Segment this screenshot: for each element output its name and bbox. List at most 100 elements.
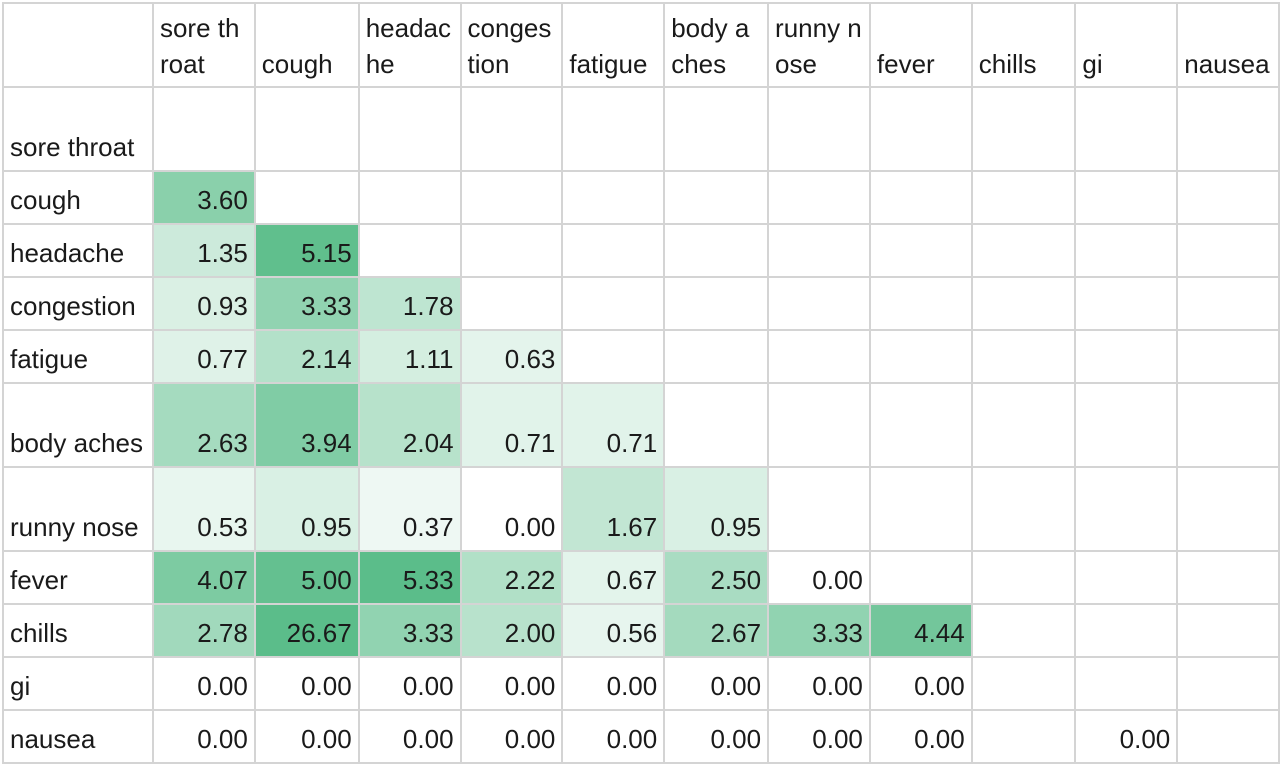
heatmap-cell — [459, 170, 564, 225]
heatmap-cell: 0.71 — [459, 382, 564, 468]
heatmap-cell — [1074, 656, 1179, 711]
heatmap-cell: 3.33 — [767, 603, 871, 658]
heatmap-cell — [1074, 603, 1179, 658]
heatmap-cell: 0.53 — [151, 466, 256, 552]
heatmap-cell — [1176, 656, 1280, 711]
heatmap-cell: 0.00 — [253, 656, 360, 711]
row-header: sore throat — [2, 86, 154, 172]
heatmap-cell: 0.00 — [459, 709, 564, 764]
heatmap-cell: 0.00 — [868, 709, 973, 764]
header-row: sore throat cough headac he conges tion fati… — [2, 2, 1280, 88]
heatmap-cell: 4.44 — [868, 603, 973, 658]
column-header: sore throat — [151, 2, 256, 88]
table-row: sore throat — [2, 86, 1280, 172]
table-row: fatigue 0.77 2.14 1.11 0.63 — [2, 329, 1280, 384]
heatmap-cell — [459, 276, 564, 331]
row-header: runny nose — [2, 466, 154, 552]
heatmap-cell — [767, 223, 871, 278]
heatmap-cell — [663, 170, 770, 225]
heatmap-cell: 0.93 — [151, 276, 256, 331]
heatmap-cell — [970, 603, 1077, 658]
heatmap-cell: 0.00 — [663, 709, 770, 764]
column-header: nausea — [1176, 2, 1280, 88]
heatmap-cell — [1074, 86, 1179, 172]
heatmap-cell — [868, 329, 973, 384]
heatmap-cell: 3.94 — [253, 382, 360, 468]
heatmap-cell: 2.04 — [357, 382, 462, 468]
table-row: runny nose 0.53 0.95 0.37 0.00 1.67 0.95 — [2, 466, 1280, 552]
heatmap-cell: 3.60 — [151, 170, 256, 225]
heatmap-cell — [357, 86, 462, 172]
corner-cell — [2, 2, 154, 88]
table-row: fever 4.07 5.00 5.33 2.22 0.67 2.50 0.00 — [2, 550, 1280, 605]
table-row: cough 3.60 — [2, 170, 1280, 225]
row-header: cough — [2, 170, 154, 225]
heatmap-cell — [970, 466, 1077, 552]
heatmap-cell — [767, 466, 871, 552]
heatmap-cell — [151, 86, 256, 172]
heatmap-cell — [1176, 86, 1280, 172]
row-header: congestion — [2, 276, 154, 331]
column-header: chills — [970, 2, 1077, 88]
heatmap-cell — [253, 86, 360, 172]
heatmap-cell — [1176, 382, 1280, 468]
heatmap-cell: 0.00 — [357, 656, 462, 711]
heatmap-cell: 2.63 — [151, 382, 256, 468]
heatmap-cell — [767, 382, 871, 468]
heatmap-cell: 4.07 — [151, 550, 256, 605]
row-header: gi — [2, 656, 154, 711]
row-header: headache — [2, 223, 154, 278]
column-header: conges tion — [459, 2, 564, 88]
heatmap-cell — [1176, 466, 1280, 552]
row-header: fever — [2, 550, 154, 605]
heatmap-cell — [970, 382, 1077, 468]
row-header: nausea — [2, 709, 154, 764]
heatmap-cell: 0.00 — [357, 709, 462, 764]
heatmap-cell: 0.95 — [663, 466, 770, 552]
table-row: nausea 0.00 0.00 0.00 0.00 0.00 0.00 0.00 0.00 0.… — [2, 709, 1280, 764]
column-header: fever — [868, 2, 973, 88]
column-header: runny nose — [767, 2, 871, 88]
heatmap-cell: 0.00 — [151, 656, 256, 711]
column-header: body aches — [663, 2, 770, 88]
heatmap-cell — [970, 550, 1077, 605]
heatmap-cell: 2.50 — [663, 550, 770, 605]
heatmap-cell — [767, 86, 871, 172]
heatmap-cell: 2.67 — [663, 603, 770, 658]
heatmap-cell — [1074, 276, 1179, 331]
heatmap-cell — [357, 223, 462, 278]
heatmap-cell — [767, 276, 871, 331]
heatmap-cell: 0.00 — [151, 709, 256, 764]
heatmap-cell — [1176, 170, 1280, 225]
heatmap-cell — [561, 223, 666, 278]
heatmap-cell: 3.33 — [253, 276, 360, 331]
heatmap-cell: 0.63 — [459, 329, 564, 384]
heatmap-cell — [970, 329, 1077, 384]
heatmap-cell: 0.00 — [561, 656, 666, 711]
heatmap-cell — [1074, 170, 1179, 225]
heatmap-cell — [767, 170, 871, 225]
heatmap-cell: 0.00 — [868, 656, 973, 711]
heatmap-cell: 5.33 — [357, 550, 462, 605]
heatmap-cell — [1074, 550, 1179, 605]
heatmap-cell — [868, 86, 973, 172]
heatmap-cell — [561, 329, 666, 384]
heatmap-cell: 1.35 — [151, 223, 256, 278]
heatmap-cell: 0.77 — [151, 329, 256, 384]
heatmap-cell — [970, 170, 1077, 225]
heatmap-cell: 0.00 — [459, 656, 564, 711]
heatmap-cell — [868, 276, 973, 331]
table-row: gi 0.00 0.00 0.00 0.00 0.00 0.00 0.00 0.00 — [2, 656, 1280, 711]
heatmap-cell — [561, 170, 666, 225]
heatmap-cell: 0.00 — [767, 550, 871, 605]
row-header: chills — [2, 603, 154, 658]
table-row: chills 2.78 26.67 3.33 2.00 0.56 2.67 3.33 4.44 — [2, 603, 1280, 658]
heatmap-cell — [561, 86, 666, 172]
table-row: headache 1.35 5.15 — [2, 223, 1280, 278]
heatmap-cell: 0.00 — [1074, 709, 1179, 764]
heatmap-cell: 0.00 — [253, 709, 360, 764]
heatmap-cell — [357, 170, 462, 225]
heatmap-cell: 2.78 — [151, 603, 256, 658]
